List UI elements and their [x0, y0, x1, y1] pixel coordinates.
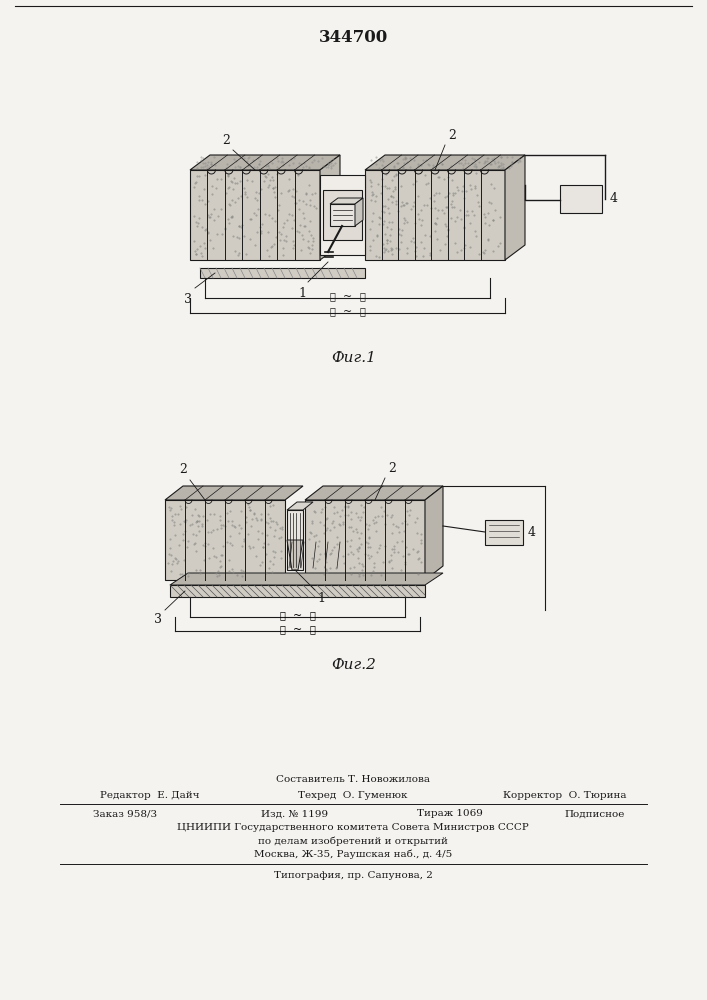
Bar: [485, 520, 523, 545]
Text: ∅: ∅: [329, 292, 335, 302]
Text: ∅: ∅: [309, 626, 315, 635]
Text: ~: ~: [342, 307, 351, 317]
Text: Редактор  Е. Дайч: Редактор Е. Дайч: [100, 792, 200, 800]
Text: ∅: ∅: [279, 626, 285, 635]
Polygon shape: [425, 486, 443, 580]
Text: ∅: ∅: [359, 308, 365, 316]
Text: ~: ~: [293, 625, 302, 635]
Text: 4: 4: [528, 526, 536, 538]
Text: Фиг.1: Фиг.1: [332, 351, 376, 365]
Text: 1: 1: [298, 287, 306, 300]
Text: ЦНИИПИ Государственного комитета Совета Министров СССР: ЦНИИПИ Государственного комитета Совета …: [177, 824, 529, 832]
Bar: [560, 185, 602, 213]
Text: 4: 4: [610, 192, 618, 206]
Polygon shape: [190, 155, 340, 170]
Text: ∅: ∅: [309, 611, 315, 620]
Polygon shape: [355, 198, 363, 226]
Text: 3: 3: [154, 613, 162, 626]
Text: ~: ~: [342, 292, 351, 302]
Polygon shape: [365, 155, 525, 170]
Text: Подписное: Подписное: [565, 810, 625, 818]
Bar: [320, 175, 365, 255]
Bar: [287, 510, 303, 570]
Text: по делам изобретений и открытий: по делам изобретений и открытий: [258, 836, 448, 846]
Text: Заказ 958/3: Заказ 958/3: [93, 810, 157, 818]
Text: 2: 2: [222, 134, 230, 147]
Text: 2: 2: [179, 463, 187, 476]
Text: Тираж 1069: Тираж 1069: [417, 810, 483, 818]
Text: 3: 3: [184, 293, 192, 306]
Polygon shape: [505, 155, 525, 260]
Polygon shape: [330, 198, 363, 204]
Text: Типография, пр. Сапунова, 2: Типография, пр. Сапунова, 2: [274, 871, 433, 880]
Text: ∅: ∅: [279, 611, 285, 620]
Text: 2: 2: [388, 462, 396, 475]
Bar: [165, 500, 285, 580]
Text: Составитель Т. Новожилова: Составитель Т. Новожилова: [276, 776, 430, 784]
Text: Техред  О. Гуменюк: Техред О. Гуменюк: [298, 792, 408, 800]
Text: ~: ~: [293, 611, 302, 621]
Text: Фиг.2: Фиг.2: [332, 658, 376, 672]
Polygon shape: [165, 486, 303, 500]
Polygon shape: [287, 502, 313, 510]
Polygon shape: [170, 573, 443, 585]
Bar: [170, 585, 425, 597]
Bar: [200, 268, 365, 278]
Bar: [323, 190, 362, 240]
Text: 2: 2: [448, 129, 456, 142]
Text: Изд. № 1199: Изд. № 1199: [262, 810, 329, 818]
Bar: [330, 204, 355, 226]
Bar: [305, 500, 425, 580]
Polygon shape: [287, 540, 303, 570]
Text: Корректор  О. Тюрина: Корректор О. Тюрина: [503, 792, 626, 800]
Polygon shape: [305, 486, 443, 500]
Text: 344700: 344700: [318, 29, 387, 46]
Text: ∅: ∅: [329, 308, 335, 316]
Text: 1: 1: [317, 592, 325, 605]
Bar: [365, 170, 505, 260]
Polygon shape: [320, 155, 340, 260]
Text: Москва, Ж-35, Раушская наб., д. 4/5: Москва, Ж-35, Раушская наб., д. 4/5: [254, 849, 452, 859]
Text: ∅: ∅: [359, 292, 365, 302]
Bar: [190, 170, 320, 260]
